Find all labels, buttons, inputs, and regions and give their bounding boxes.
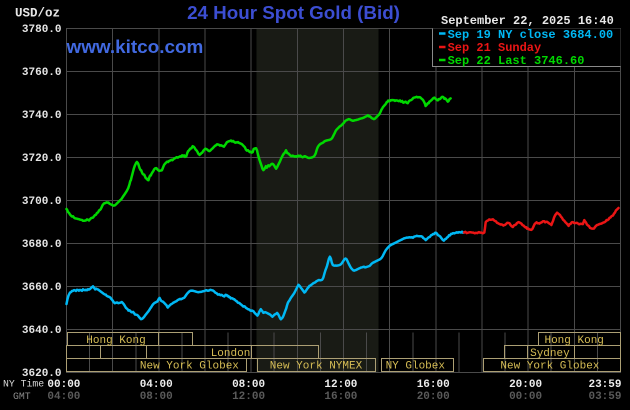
svg-text:20:00: 20:00 — [417, 391, 450, 403]
svg-text:Sydney: Sydney — [530, 348, 570, 360]
svg-text:3700.0: 3700.0 — [22, 196, 62, 208]
svg-text:16:00: 16:00 — [417, 379, 450, 391]
svg-text:04:00: 04:00 — [47, 391, 80, 403]
svg-text:23:59: 23:59 — [588, 379, 621, 391]
svg-text:3640.0: 3640.0 — [22, 325, 62, 337]
svg-text:08:00: 08:00 — [140, 391, 173, 403]
svg-text:GMT: GMT — [13, 391, 31, 402]
svg-text:16:00: 16:00 — [324, 391, 357, 403]
svg-text:Hong Kong: Hong Kong — [544, 335, 603, 347]
svg-text:Sep 21 Sunday: Sep 21 Sunday — [448, 41, 542, 55]
svg-text:24 Hour Spot Gold (Bid): 24 Hour Spot Gold (Bid) — [187, 2, 400, 23]
svg-text:Sep 19 NY close 3684.00: Sep 19 NY close 3684.00 — [448, 28, 614, 42]
svg-text:12:00: 12:00 — [324, 379, 357, 391]
svg-text:04:00: 04:00 — [140, 379, 173, 391]
svg-text:New York NYMEX: New York NYMEX — [270, 361, 363, 373]
svg-text:NY Globex: NY Globex — [386, 361, 446, 373]
svg-text:20:00: 20:00 — [509, 379, 542, 391]
svg-text:3680.0: 3680.0 — [22, 239, 62, 251]
svg-text:Sep 22 Last 3746.60: Sep 22 Last 3746.60 — [448, 54, 585, 68]
svg-text:New York Globex: New York Globex — [140, 361, 239, 373]
svg-text:00:00: 00:00 — [47, 379, 80, 391]
svg-text:September 22, 2025 16:40: September 22, 2025 16:40 — [441, 14, 614, 28]
svg-text:3660.0: 3660.0 — [22, 282, 62, 294]
svg-text:3740.0: 3740.0 — [22, 110, 62, 122]
svg-text:London: London — [211, 348, 251, 360]
svg-text:3760.0: 3760.0 — [22, 67, 62, 79]
svg-text:NY Time: NY Time — [3, 379, 44, 390]
svg-text:08:00: 08:00 — [232, 379, 265, 391]
svg-text:3620.0: 3620.0 — [22, 368, 62, 380]
svg-text:New York Globex: New York Globex — [500, 361, 599, 373]
svg-text:www.kitco.com: www.kitco.com — [66, 37, 204, 58]
svg-text:3720.0: 3720.0 — [22, 153, 62, 165]
svg-text:03:59: 03:59 — [588, 391, 621, 403]
svg-text:00:00: 00:00 — [509, 391, 542, 403]
svg-text:USD/oz: USD/oz — [15, 7, 60, 21]
svg-text:3780.0: 3780.0 — [22, 24, 62, 36]
svg-text:12:00: 12:00 — [232, 391, 265, 403]
svg-text:Hong Kong: Hong Kong — [86, 335, 145, 347]
